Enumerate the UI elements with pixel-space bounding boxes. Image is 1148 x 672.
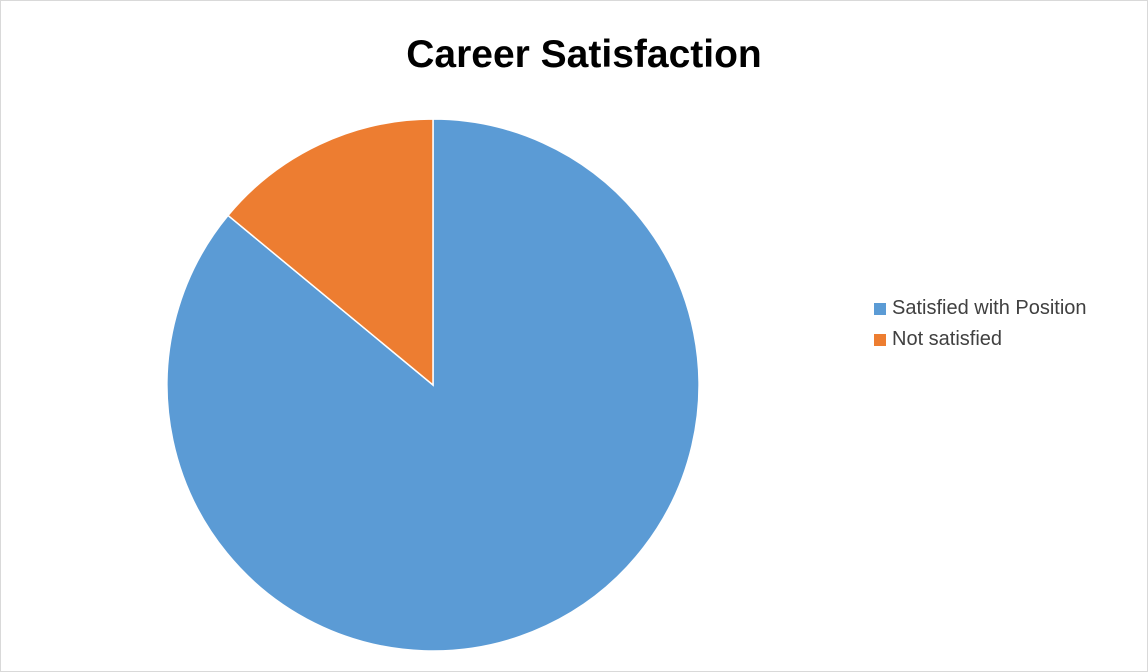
legend-swatch-not-satisfied (874, 333, 886, 346)
legend-label-satisfied: Satisfied with Position (892, 297, 1087, 319)
chart-title: Career Satisfaction (406, 33, 762, 76)
legend-swatch-satisfied (874, 302, 886, 315)
legend-item-not-satisfied: Not satisfied (874, 324, 1087, 355)
pie-slice-not-satisfied (226, 118, 434, 387)
legend-item-satisfied: Satisfied with Position (874, 293, 1087, 324)
legend: Satisfied with Position Not satisfied (874, 293, 1087, 355)
legend-label-not-satisfied: Not satisfied (892, 328, 1003, 350)
